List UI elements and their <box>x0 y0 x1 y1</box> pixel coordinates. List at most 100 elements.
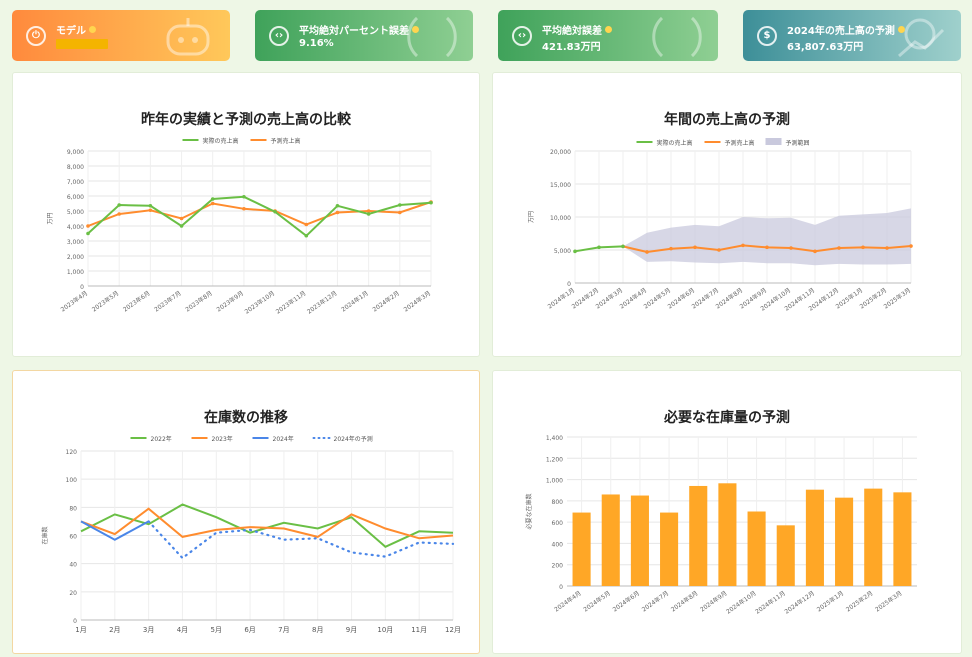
y-tick-label: 100 <box>66 477 78 484</box>
data-point <box>273 209 277 214</box>
data-point <box>645 250 649 254</box>
data-point <box>573 249 577 254</box>
y-tick-label: 5,000 <box>554 248 571 255</box>
info-icon[interactable] <box>897 26 905 33</box>
y-tick-label: 200 <box>552 563 564 570</box>
y-tick-label: 4,000 <box>67 224 84 231</box>
data-point <box>179 224 184 228</box>
data-point <box>741 243 745 248</box>
info-icon[interactable] <box>89 26 96 33</box>
y-tick-label: 7,000 <box>67 179 84 186</box>
x-tick-label: 7月 <box>278 626 289 634</box>
y-tick-label: 120 <box>66 449 78 456</box>
legend-label: 2024年 <box>273 435 294 443</box>
kpi-card-mape[interactable]: ‹› 平均絶対パーセント誤差 9.16% <box>255 10 473 61</box>
info-icon[interactable] <box>412 26 419 33</box>
bar <box>747 511 766 586</box>
data-point <box>148 203 153 208</box>
robot-icon <box>166 18 210 56</box>
bar <box>718 483 737 586</box>
legend-label: 2023年 <box>212 435 233 443</box>
data-point <box>909 244 913 248</box>
x-tick-label: 2024年7月 <box>640 589 670 613</box>
data-point <box>837 246 841 250</box>
y-tick-label: 1,200 <box>546 456 563 463</box>
chart-title: 年間の売上高の予測 <box>664 112 790 128</box>
x-tick-label: 6月 <box>244 626 255 634</box>
data-point <box>86 224 90 228</box>
x-tick-label: 2月 <box>109 626 120 634</box>
signal-icon <box>407 16 457 58</box>
inventory-trend-panel: 在庫数の推移 0 20 40 60 80 100 120 1月 2月 3月 4月 5月 6月 7月 8月 9月… <box>12 370 480 654</box>
x-tick-label: 2024年3月 <box>402 289 432 313</box>
data-point <box>117 212 121 216</box>
x-tick-label: 2023年12月 <box>305 289 338 316</box>
kpi-value: 9.16% <box>299 38 334 49</box>
data-point <box>242 206 246 211</box>
data-point <box>597 245 601 250</box>
y-axis-label: 万円 <box>47 212 54 224</box>
bracket-icon: ‹› <box>269 26 289 46</box>
x-tick-label: 5月 <box>211 626 222 634</box>
data-point <box>304 222 309 227</box>
sales-comparison-chart: 0 1,000 2,000 3,000 4,000 5,000 6,000 7,000 8,00… <box>47 137 433 316</box>
x-tick-label: 11月 <box>411 626 427 634</box>
x-tick-label: 2023年4月 <box>59 289 89 313</box>
data-point <box>366 212 371 216</box>
series-line-2024 <box>80 520 150 541</box>
bracket-icon: ‹› <box>512 26 532 46</box>
money-growth-icon <box>898 18 945 58</box>
bar <box>893 492 912 586</box>
y-tick-label: 20 <box>69 590 77 597</box>
kpi-card-mae[interactable]: ‹› 平均絶対誤差 421.83万円 <box>498 10 718 61</box>
kpi-card-model[interactable]: ⏻ モデル <box>12 10 230 61</box>
bar <box>630 495 649 586</box>
series-line-forecast <box>87 201 432 227</box>
legend-label: 2024年の予測 <box>334 435 373 443</box>
data-point <box>398 210 402 215</box>
y-tick-label: 8,000 <box>67 164 84 171</box>
series-line-2024-forecast <box>147 520 455 560</box>
x-tick-label: 2023年5月 <box>90 289 120 313</box>
y-tick-label: 2,000 <box>67 254 84 261</box>
y-tick-label: 15,000 <box>550 182 571 189</box>
kpi-label: モデル <box>56 26 86 37</box>
x-tick-label: 2024年5月 <box>582 589 612 613</box>
y-tick-label: 40 <box>69 562 77 569</box>
data-point <box>693 245 697 250</box>
x-tick-label: 2024年11月 <box>754 589 787 616</box>
forecast-range-area <box>623 208 911 266</box>
y-tick-label: 600 <box>552 520 564 527</box>
y-axis-label: 必要な在庫数 <box>525 493 533 529</box>
sales-comparison-panel: 昨年の実績と予測の売上高の比較 0 1,000 2,000 3,000 4,000 5,0… <box>12 72 480 357</box>
x-tick-label: 2024年2月 <box>371 289 401 313</box>
x-tick-label: 4月 <box>177 626 188 634</box>
y-tick-label: 5,000 <box>67 209 84 216</box>
y-tick-label: 0 <box>559 584 563 591</box>
bar <box>805 489 824 586</box>
x-tick-label: 2023年11月 <box>274 289 307 316</box>
y-tick-label: 0 <box>80 284 84 291</box>
y-tick-label: 6,000 <box>67 194 84 201</box>
money-icon: $ <box>757 26 777 46</box>
data-point <box>813 249 817 254</box>
x-tick-label: 2024年1月 <box>340 289 370 313</box>
signal-icon <box>652 16 702 58</box>
series-line-2023 <box>80 507 454 540</box>
inventory-trend-chart: 0 20 40 60 80 100 120 1月 2月 3月 4月 5月 6月 7月 8月 9月 10月 11月 1… <box>41 435 461 634</box>
info-icon[interactable] <box>605 26 612 33</box>
y-tick-label: 0 <box>567 281 571 288</box>
y-tick-label: 1,000 <box>67 269 84 276</box>
x-tick-label: 2023年8月 <box>184 289 214 313</box>
x-tick-label: 12月 <box>445 626 461 634</box>
x-tick-label: 2025年3月 <box>882 286 912 310</box>
x-tick-label: 2025年2月 <box>844 589 874 613</box>
y-tick-label: 1,400 <box>546 435 563 442</box>
kpi-card-forecast[interactable]: $ 2024年の売上高の予測 63,807.63万円 <box>743 10 961 61</box>
kpi-value: 421.83万円 <box>542 42 601 53</box>
x-tick-label: 2024年12月 <box>783 589 816 616</box>
data-point <box>335 203 340 208</box>
x-tick-label: 10月 <box>377 626 393 634</box>
data-point <box>242 194 246 199</box>
